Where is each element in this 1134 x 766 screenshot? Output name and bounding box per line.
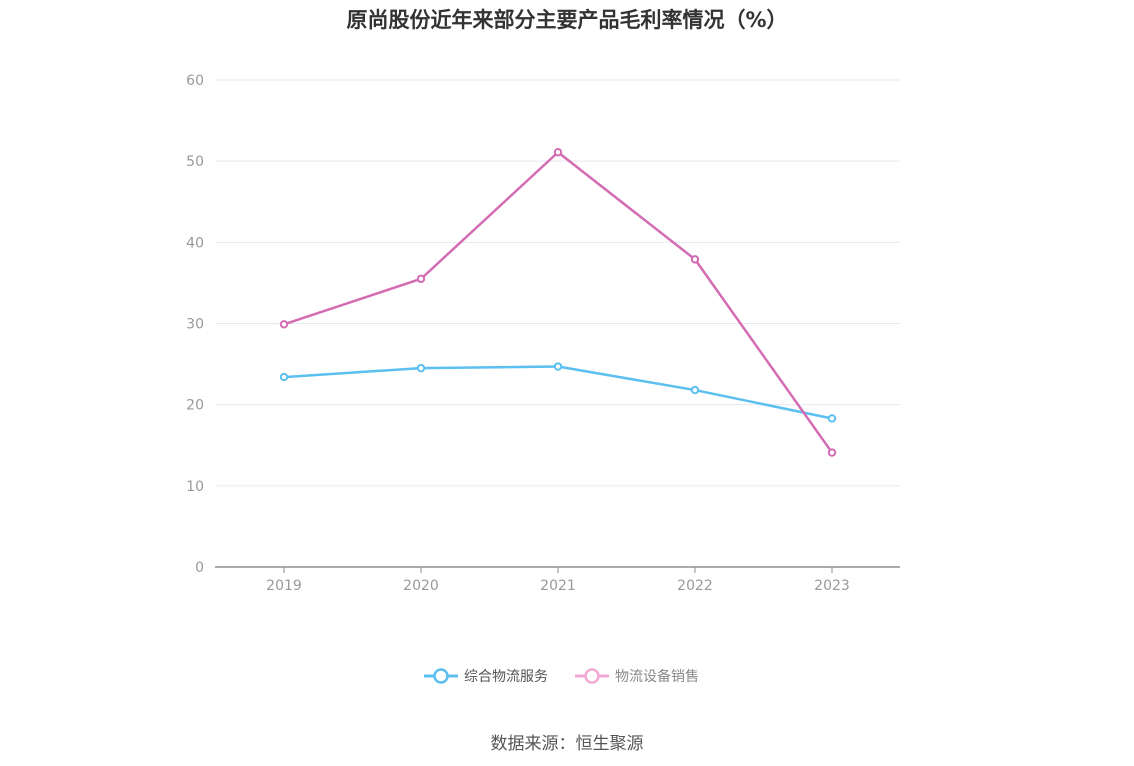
x-tick-label: 2019 [266, 578, 302, 594]
legend-label: 综合物流服务 [464, 669, 548, 685]
data-source: 数据来源：恒生聚源 [490, 734, 644, 754]
x-tick-label: 2021 [540, 578, 576, 594]
data-point [827, 414, 837, 423]
data-point [690, 385, 700, 395]
y-tick-label: 60 [186, 73, 204, 89]
series-group [279, 148, 837, 457]
y-tick-label: 20 [186, 398, 204, 414]
legend-item-2[interactable]: 物流设备销售 [575, 668, 699, 685]
x-tick-label: 2023 [814, 578, 850, 594]
y-tick-label: 10 [186, 479, 204, 495]
legend[interactable]: 综合物流服务 物流设备销售 [424, 668, 699, 685]
y-tick-label: 0 [195, 560, 204, 576]
chart-title: 原尚股份近年来部分主要产品毛利率情况（%） [346, 8, 788, 32]
x-tick-label: 2022 [677, 578, 713, 594]
y-tick-label: 30 [186, 317, 204, 333]
data-point [827, 448, 837, 457]
series-line-2 [283, 150, 834, 454]
legend-label: 物流设备销售 [615, 668, 699, 685]
y-tick-label: 40 [186, 235, 204, 251]
legend-marker [584, 668, 600, 684]
legend-item-1[interactable]: 综合物流服务 [424, 668, 548, 685]
data-point [416, 274, 426, 284]
y-tick-label: 50 [186, 154, 204, 170]
legend-marker [433, 668, 449, 684]
data-point [279, 320, 289, 329]
grid-lines [215, 79, 900, 487]
data-point [553, 362, 563, 371]
data-point [690, 255, 700, 264]
x-tick-label: 2020 [403, 578, 439, 594]
axes: 0 10 20 30 40 50 60 2019 2020 2021 2022 2023 [186, 73, 900, 594]
data-point [553, 148, 563, 157]
data-point [279, 372, 289, 382]
series-line-1 [283, 365, 833, 420]
data-point [416, 363, 426, 373]
